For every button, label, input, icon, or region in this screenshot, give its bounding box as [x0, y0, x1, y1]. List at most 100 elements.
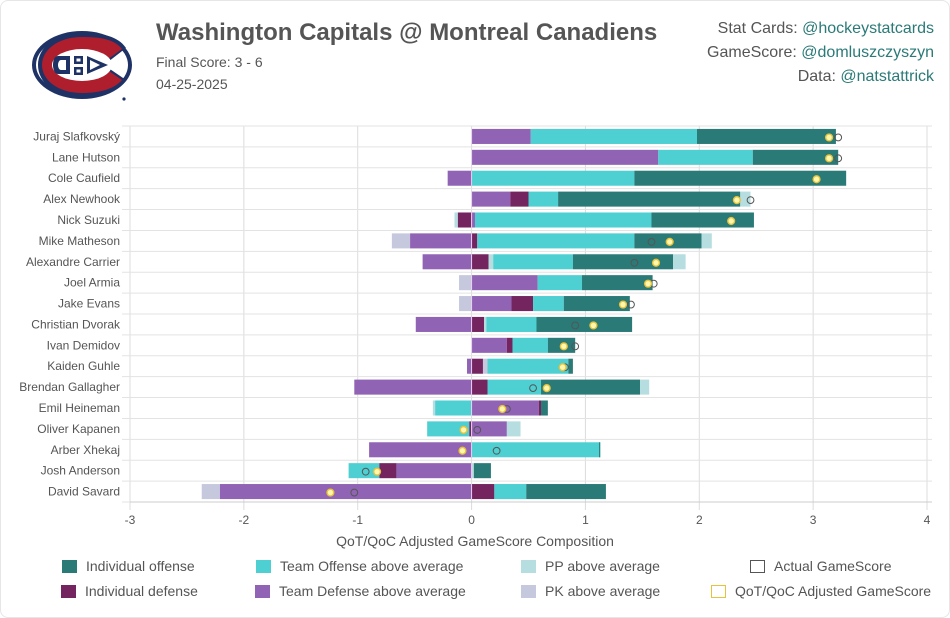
- legend-item-actual[interactable]: Actual GameScore: [750, 558, 892, 574]
- bar-segment-individual-offense[interactable]: [651, 212, 754, 228]
- actual-gamescore-marker[interactable]: [361, 467, 370, 476]
- adjusted-gamescore-marker[interactable]: [618, 300, 628, 309]
- adjusted-gamescore-marker[interactable]: [665, 237, 674, 246]
- bar-segment-individual-offense[interactable]: [541, 400, 548, 416]
- bar-segment-pp[interactable]: [454, 212, 458, 228]
- bar-segment-team-offense[interactable]: [533, 296, 564, 312]
- actual-gamescore-marker[interactable]: [571, 321, 580, 330]
- bar-segment-team-offense[interactable]: [435, 400, 472, 416]
- adjusted-gamescore-marker[interactable]: [372, 467, 382, 476]
- bar-segment-team-offense[interactable]: [537, 275, 583, 291]
- bar-segment-team-defense[interactable]: [410, 233, 472, 249]
- bar-segment-team-defense[interactable]: [471, 212, 475, 228]
- actual-gamescore-marker[interactable]: [746, 196, 755, 205]
- bar-segment-team-defense[interactable]: [471, 421, 507, 437]
- bar-segment-team-offense[interactable]: [512, 337, 548, 353]
- bar-segment-individual-offense[interactable]: [473, 463, 491, 479]
- bar-segment-pp[interactable]: [488, 254, 494, 270]
- bar-segment-individual-defense[interactable]: [469, 421, 472, 437]
- bar-segment-team-offense[interactable]: [477, 233, 635, 249]
- bar-segment-pp[interactable]: [471, 463, 474, 479]
- adjusted-gamescore-marker[interactable]: [558, 363, 567, 372]
- bar-segment-team-offense[interactable]: [427, 421, 470, 437]
- bar-segment-individual-offense[interactable]: [634, 170, 847, 186]
- bar-segment-team-offense[interactable]: [486, 316, 537, 332]
- bar-segment-team-defense[interactable]: [471, 128, 531, 144]
- bar-segment-pp[interactable]: [740, 191, 751, 207]
- actual-gamescore-marker[interactable]: [473, 425, 482, 434]
- handle-link[interactable]: @natstattrick: [840, 68, 934, 85]
- bar-segment-team-offense[interactable]: [528, 191, 559, 207]
- bar-segment-team-offense[interactable]: [493, 254, 573, 270]
- bar-segment-individual-defense[interactable]: [511, 296, 534, 312]
- bar-segment-team-offense[interactable]: [530, 128, 698, 144]
- bar-segment-individual-offense[interactable]: [752, 149, 839, 165]
- bar-segment-individual-offense[interactable]: [697, 128, 836, 144]
- bar-segment-team-offense[interactable]: [487, 379, 542, 395]
- bar-segment-pk[interactable]: [201, 484, 220, 500]
- handle-link[interactable]: @domluszczyszyn: [801, 44, 934, 61]
- adjusted-gamescore-marker[interactable]: [812, 175, 821, 184]
- bar-segment-pk[interactable]: [482, 358, 488, 374]
- bar-segment-individual-defense[interactable]: [457, 212, 472, 228]
- bar-segment-team-defense[interactable]: [354, 379, 472, 395]
- bar-segment-individual-defense[interactable]: [510, 191, 529, 207]
- bar-segment-individual-offense[interactable]: [536, 316, 633, 332]
- legend-item-adjusted[interactable]: QoT/QoC Adjusted GameScore: [711, 583, 931, 599]
- adjusted-gamescore-marker[interactable]: [498, 404, 507, 414]
- bar-segment-team-defense[interactable]: [219, 484, 472, 500]
- adjusted-gamescore-marker[interactable]: [459, 425, 468, 434]
- bar-segment-pk[interactable]: [459, 296, 472, 312]
- adjusted-gamescore-marker[interactable]: [458, 446, 467, 455]
- bar-segment-team-defense[interactable]: [471, 296, 512, 312]
- bar-segment-pp[interactable]: [640, 379, 650, 395]
- bar-segment-team-defense[interactable]: [471, 275, 538, 291]
- adjusted-gamescore-marker[interactable]: [732, 196, 741, 205]
- actual-gamescore-marker[interactable]: [350, 488, 359, 497]
- adjusted-gamescore-marker[interactable]: [643, 279, 653, 288]
- bar-segment-team-offense[interactable]: [471, 442, 601, 458]
- bar-segment-team-defense[interactable]: [415, 316, 472, 332]
- bar-segment-team-offense[interactable]: [658, 149, 753, 165]
- legend-item-individual-offense[interactable]: Individual offense: [62, 558, 195, 574]
- actual-gamescore-marker[interactable]: [571, 342, 580, 351]
- adjusted-gamescore-marker[interactable]: [589, 321, 598, 330]
- actual-gamescore-marker[interactable]: [529, 384, 537, 393]
- bar-segment-individual-offense[interactable]: [541, 379, 641, 395]
- bar-segment-pp[interactable]: [673, 254, 686, 270]
- bar-segment-pp[interactable]: [506, 421, 521, 437]
- bar-segment-individual-defense[interactable]: [538, 400, 542, 416]
- actual-gamescore-marker[interactable]: [627, 300, 635, 309]
- bar-segment-team-offense[interactable]: [471, 170, 635, 186]
- bar-segment-team-offense[interactable]: [494, 484, 527, 500]
- legend-item-pk[interactable]: PK above average: [521, 583, 660, 599]
- actual-gamescore-marker[interactable]: [492, 446, 501, 455]
- adjusted-gamescore-marker[interactable]: [651, 258, 661, 267]
- bar-segment-pp[interactable]: [432, 400, 436, 416]
- bar-segment-pp[interactable]: [484, 316, 487, 332]
- adjusted-gamescore-marker[interactable]: [326, 488, 335, 497]
- bar-segment-individual-defense[interactable]: [379, 463, 397, 479]
- bar-segment-individual-defense[interactable]: [471, 233, 478, 249]
- bar-segment-pp[interactable]: [701, 233, 712, 249]
- bar-segment-individual-offense[interactable]: [582, 275, 653, 291]
- bar-segment-team-offense[interactable]: [487, 358, 569, 374]
- adjusted-gamescore-marker[interactable]: [727, 216, 736, 226]
- adjusted-gamescore-marker[interactable]: [824, 133, 834, 142]
- bar-segment-pk[interactable]: [391, 233, 411, 249]
- actual-gamescore-marker[interactable]: [647, 237, 656, 246]
- bar-segment-individual-defense[interactable]: [471, 358, 483, 374]
- legend-item-pp[interactable]: PP above average: [521, 558, 660, 574]
- bar-segment-pk[interactable]: [459, 275, 472, 291]
- bar-segment-individual-offense[interactable]: [599, 442, 601, 458]
- bar-segment-team-defense[interactable]: [471, 191, 511, 207]
- bar-segment-team-defense[interactable]: [422, 254, 472, 270]
- bar-segment-team-defense[interactable]: [396, 463, 472, 479]
- bar-segment-individual-offense[interactable]: [558, 191, 741, 207]
- adjusted-gamescore-marker[interactable]: [559, 342, 568, 351]
- bar-segment-team-defense[interactable]: [467, 358, 472, 374]
- actual-gamescore-marker[interactable]: [834, 133, 843, 142]
- actual-gamescore-marker[interactable]: [630, 258, 639, 267]
- bar-segment-individual-offense[interactable]: [563, 296, 630, 312]
- bar-segment-individual-offense[interactable]: [568, 358, 573, 374]
